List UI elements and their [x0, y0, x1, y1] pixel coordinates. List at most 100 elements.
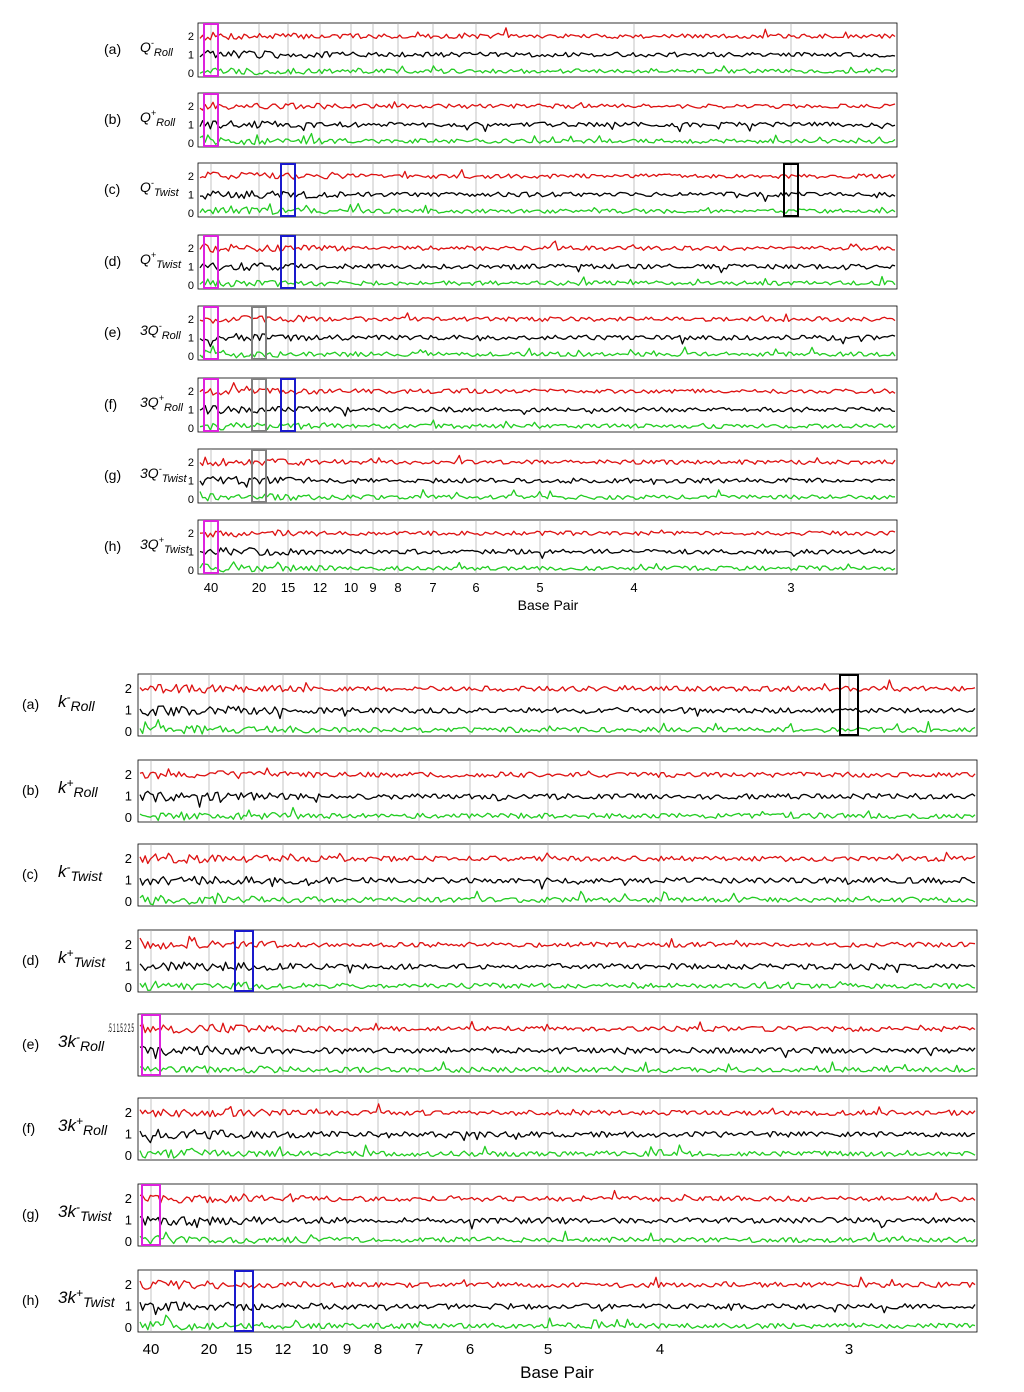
y-tick-label: 0 — [188, 423, 194, 435]
y-tick-label: 2 — [188, 171, 194, 183]
y-tick-label: 0 — [188, 138, 194, 150]
y-tick-label: 1 — [125, 958, 132, 973]
panel-k-4: .5 1 1.5 2 2.5 (e) 3k-Roll — [22, 1013, 978, 1077]
series-line-red — [199, 169, 896, 180]
x-tick-label: 40 — [204, 580, 218, 595]
series-line-black — [139, 705, 976, 720]
panel-q-5: 0 1 2 (f) 3Q+Roll — [104, 377, 898, 435]
series-line-green — [199, 65, 896, 76]
series-line-red — [139, 1103, 976, 1118]
series-line-green — [139, 1314, 976, 1331]
series-line-green — [139, 1144, 976, 1159]
x-tick-label: 5 — [544, 1341, 552, 1358]
y-tick-label: 0 — [125, 980, 132, 995]
y-tick-label: 1 — [125, 1298, 132, 1313]
x-tick-label: 7 — [415, 1341, 423, 1358]
highlight-box-blue — [280, 378, 296, 432]
series-line-red — [199, 312, 896, 324]
panel-name: Q-Twist — [140, 178, 180, 199]
series-line-green — [139, 980, 976, 991]
x-axis-label: Base Pair — [518, 597, 579, 613]
series-line-black — [139, 1128, 976, 1144]
panel-label: (c) — [104, 181, 120, 197]
panel-label: (b) — [104, 111, 121, 127]
x-tick-label: 3 — [845, 1341, 853, 1358]
panel-name: 3Q-Roll — [140, 321, 181, 342]
series-line-red — [199, 529, 896, 538]
panel-k-2: 0 1 2 (c) k-Twist — [22, 843, 978, 909]
panel-name: 3Q-Twist — [140, 464, 187, 485]
y-tick-label: 1 — [188, 547, 194, 559]
series-line-red — [199, 27, 896, 41]
x-tick-label: 15 — [236, 1341, 253, 1358]
y-tick-label: 2 — [125, 767, 132, 782]
plot-frame — [137, 843, 978, 907]
series-line-green — [139, 1230, 976, 1245]
x-tick-label: 7 — [429, 580, 436, 595]
panel-k-5: 0 1 2 (f) 3k+Roll — [22, 1097, 978, 1163]
x-tick-label: 9 — [369, 580, 376, 595]
panel-k-0: 0 1 2 (a) k-Roll — [22, 673, 978, 739]
highlight-box-blue — [280, 235, 296, 289]
panel-name: k-Twist — [58, 860, 103, 884]
panel-label: (c) — [22, 866, 38, 882]
plot-frame — [137, 1269, 978, 1333]
series-line-green — [199, 561, 896, 573]
series-line-green — [199, 419, 896, 431]
y-tick-label: 1 — [188, 333, 194, 345]
y-tick-label: 1 — [188, 190, 194, 202]
panel-label: (e) — [104, 324, 121, 340]
plot-frame — [197, 305, 898, 361]
y-tick-label: 1 — [125, 1212, 132, 1227]
highlight-box-magenta — [203, 520, 219, 574]
series-line-red — [199, 240, 896, 253]
series-line-black — [139, 790, 976, 808]
panel-label: (h) — [104, 538, 121, 554]
plot-frame — [197, 234, 898, 290]
series-line-black — [199, 547, 896, 559]
y-tick-label: 2 — [125, 851, 132, 866]
y-tick-labels-alt: .5 1 1.5 2 2.5 — [108, 1021, 134, 1035]
series-line-green — [139, 806, 976, 822]
series-line-black — [139, 1215, 976, 1230]
x-tick-label: 8 — [374, 1341, 382, 1358]
series-line-green — [199, 202, 896, 215]
x-tick-label: 10 — [312, 1341, 329, 1358]
panel-q-0: 0 1 2 (a) Q-Roll — [104, 22, 898, 80]
y-tick-label: 2 — [188, 528, 194, 540]
panel-name: 3Q+Roll — [140, 393, 183, 414]
series-line-black — [199, 332, 896, 348]
y-tick-label: 2 — [188, 314, 194, 326]
highlight-box-magenta — [203, 378, 219, 432]
series-line-red — [139, 851, 976, 865]
highlight-box-gray — [251, 378, 267, 432]
y-tick-label: 1 — [188, 50, 194, 62]
x-tick-label: 12 — [313, 580, 327, 595]
x-tick-label: 5 — [536, 580, 543, 595]
series-line-black — [199, 262, 896, 274]
y-tick-label: 0 — [125, 810, 132, 825]
panel-k-7: 0 1 2 (h) 3k+Twist — [22, 1269, 978, 1335]
highlight-box-magenta — [141, 1014, 161, 1076]
panel-label: (e) — [22, 1036, 39, 1052]
y-tick-label: 0 — [125, 1234, 132, 1249]
panel-label: (f) — [104, 396, 117, 412]
panel-label: (h) — [22, 1292, 39, 1308]
y-tick-label: 1 — [188, 405, 194, 417]
panel-label: (d) — [22, 952, 39, 968]
panel-label: (a) — [104, 41, 121, 57]
series-line-green — [139, 719, 976, 735]
panel-q-7: 0 1 2 (h) 3Q+Twist — [104, 519, 898, 577]
series-line-black — [139, 1045, 976, 1060]
series-line-red — [139, 679, 976, 694]
panel-label: (g) — [22, 1206, 39, 1222]
panel-name: k-Roll — [58, 690, 96, 714]
x-tick-label: 9 — [343, 1341, 351, 1358]
panel-name: k+Twist — [58, 946, 106, 970]
y-tick-label: 0 — [188, 280, 194, 292]
y-tick-label: 1 — [188, 476, 194, 488]
y-tick-label: 1 — [125, 702, 132, 717]
